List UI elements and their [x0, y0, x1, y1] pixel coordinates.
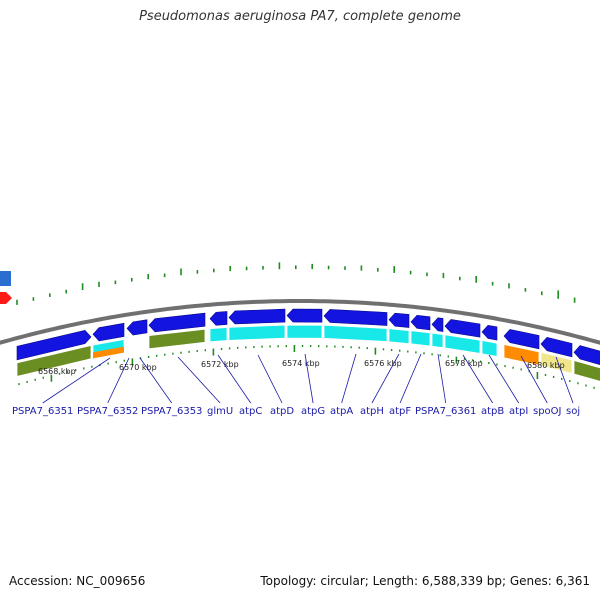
gene-label: glmU [207, 406, 233, 417]
gene-arrow [126, 319, 148, 336]
gene-label: atpG [301, 406, 325, 417]
gene-label: PSPA7_6361 [415, 406, 476, 417]
gene-arrow [323, 309, 388, 326]
cog-bars [16, 324, 600, 382]
gc-skew-ticks [16, 262, 576, 305]
gene-arrow [431, 317, 444, 332]
gene-labels: PSPA7_6351 PSPA7_6352 PSPA7_6353 glmU atpC at… [12, 406, 580, 417]
gene-arrow [92, 322, 125, 342]
leader-line [139, 357, 173, 404]
gene-label: atpH [360, 406, 384, 417]
gene-arrow [148, 312, 206, 333]
gene-arrow [286, 308, 323, 323]
gene-arrow [573, 345, 600, 365]
map-title: Pseudomonas aeruginosa PA7, complete gen… [139, 9, 461, 24]
scale-label: 6580 kbp [527, 361, 565, 370]
gene-label: atpI [509, 406, 528, 417]
gene-label: soj [566, 406, 580, 417]
gene-arrow [540, 336, 573, 358]
cog-bar [148, 328, 206, 350]
scale-label: 6572 kbp [201, 360, 239, 369]
leader-line [42, 357, 111, 404]
cog-bar [388, 328, 410, 345]
gene-arrow [228, 308, 286, 325]
cog-bar [444, 334, 481, 354]
gene-arrow [410, 314, 431, 331]
genome-summary: Topology: circular; Length: 6,588,339 bp… [260, 574, 590, 588]
cog-bar [93, 346, 124, 359]
gene-arrow [209, 311, 228, 326]
previous-gene-arrow [0, 271, 11, 286]
gene-arrow [388, 312, 410, 328]
leader-line [399, 353, 422, 404]
scale-labels: 6568 kbp 6570 kbp 6572 kbp 6574 kbp 6576 kbp… [38, 359, 565, 376]
gene-label: atpF [389, 406, 411, 417]
gene-label: spoOJ [533, 406, 562, 417]
gene-label: atpA [330, 406, 353, 417]
leader-line [177, 356, 221, 404]
accession-label: Accession: NC_009656 [9, 574, 146, 588]
leader-line [462, 354, 493, 404]
scale-label: 6576 kbp [364, 359, 402, 368]
cog-bar [323, 324, 388, 342]
gene-label: atpC [239, 406, 262, 417]
cog-bar [286, 324, 323, 339]
gene-arrows [16, 308, 600, 365]
scale-ticks [18, 345, 595, 389]
leader-line [437, 353, 447, 404]
leader-line [488, 354, 520, 404]
gene-label: atpD [270, 406, 294, 417]
gene-label: PSPA7_6351 [12, 406, 73, 417]
cog-bar [228, 324, 286, 341]
leader-line [217, 354, 252, 404]
leader-lines [42, 353, 574, 404]
gene-label: atpB [481, 406, 504, 417]
previous-features [0, 271, 12, 304]
scale-label: 6574 kbp [282, 359, 320, 368]
gene-arrow [444, 319, 481, 338]
leader-line [371, 353, 400, 404]
cog-bar [503, 344, 540, 366]
leader-line [107, 357, 130, 404]
cog-bar [573, 359, 600, 382]
leader-line [555, 356, 574, 404]
gene-arrow [503, 329, 540, 350]
gene-label: PSPA7_6352 [77, 406, 138, 417]
cog-bar [209, 327, 228, 343]
gene-arrow [481, 324, 498, 341]
scale-label: 6578 kbp [445, 359, 483, 368]
gene-arrow [16, 330, 92, 361]
leader-line [520, 355, 548, 404]
cog-bar [431, 332, 444, 349]
leader-line [341, 353, 357, 404]
leader-line [304, 353, 314, 404]
gene-label: PSPA7_6353 [141, 406, 202, 417]
cog-bar [16, 345, 92, 377]
cog-bar [481, 340, 498, 357]
scale-label: 6570 kbp [119, 363, 157, 372]
leader-line [257, 354, 283, 404]
cog-bar [410, 330, 431, 347]
genome-backbone [0, 299, 600, 345]
scale-label: 6568 kbp [38, 367, 76, 376]
previous-rna-arrow [0, 292, 12, 304]
cog-bar [540, 351, 573, 374]
